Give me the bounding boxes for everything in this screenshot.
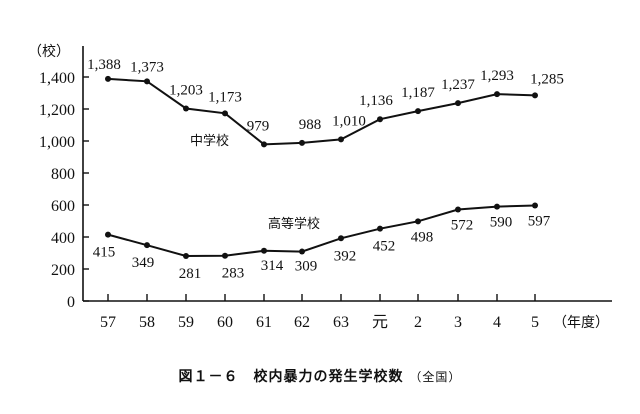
data-label: 309 xyxy=(295,259,318,275)
data-point xyxy=(183,105,189,112)
data-label: 1,293 xyxy=(480,68,514,84)
data-point xyxy=(261,141,267,148)
data-point xyxy=(144,242,150,249)
x-tick-label: 3 xyxy=(454,314,462,331)
data-label: 1,203 xyxy=(169,83,203,99)
figure-caption: 図１－６ 校内暴力の発生学校数 （全国） xyxy=(0,366,640,386)
x-tick-label: 2 xyxy=(414,314,422,331)
y-axis-unit: （校） xyxy=(28,43,70,60)
data-point xyxy=(261,247,267,254)
data-point xyxy=(415,108,421,115)
data-label: 1,388 xyxy=(87,57,121,73)
line-chart: 0 200 400 600 800 1,000 1,200 1,400 （校） 57 58 59 60 6… xyxy=(28,43,612,331)
data-label: 597 xyxy=(528,213,551,229)
series-label-high-school: 高等学校 xyxy=(268,216,320,232)
y-tick-label: 1,000 xyxy=(39,134,75,151)
x-tick-label: 元 xyxy=(372,314,388,331)
x-tick-label: 5 xyxy=(531,314,539,331)
data-label: 1,237 xyxy=(441,77,475,93)
x-axis-unit: （年度） xyxy=(553,315,609,331)
data-label: 1,285 xyxy=(530,71,564,87)
data-label: 314 xyxy=(261,258,284,274)
data-point xyxy=(494,91,500,98)
y-tick-label: 1,200 xyxy=(39,102,75,119)
x-tick-label: 4 xyxy=(493,314,501,331)
data-point xyxy=(299,248,305,255)
series-line-junior-high xyxy=(107,77,536,146)
data-label: 1,373 xyxy=(130,59,164,75)
data-point xyxy=(455,100,461,107)
x-tick-label: 58 xyxy=(139,314,155,331)
data-label: 498 xyxy=(411,229,434,245)
data-point xyxy=(415,218,421,225)
y-tick-label: 600 xyxy=(51,198,75,215)
data-point xyxy=(299,139,305,146)
data-label: 452 xyxy=(373,239,396,255)
data-point xyxy=(338,235,344,242)
data-point xyxy=(105,231,111,238)
data-point xyxy=(222,110,228,117)
data-point xyxy=(377,116,383,123)
x-tick-label: 59 xyxy=(178,314,194,331)
caption-subtitle: （全国） xyxy=(409,370,462,384)
data-point xyxy=(183,253,189,260)
x-tick-label: 57 xyxy=(100,314,116,331)
data-point xyxy=(532,92,538,99)
data-label: 1,136 xyxy=(359,93,393,109)
x-tick-label: 61 xyxy=(256,314,272,331)
x-tick-label: 60 xyxy=(217,314,233,331)
data-point xyxy=(105,75,111,82)
data-point xyxy=(222,252,228,259)
data-label: 1,187 xyxy=(401,85,435,101)
data-label: 572 xyxy=(451,217,474,233)
y-tick-label: 400 xyxy=(51,230,75,247)
data-label: 1,173 xyxy=(208,89,242,105)
data-point xyxy=(377,225,383,232)
y-tick-label: 1,400 xyxy=(39,70,75,87)
data-label: 988 xyxy=(299,117,322,133)
data-label: 349 xyxy=(132,255,155,271)
data-label: 415 xyxy=(93,245,116,261)
data-point xyxy=(494,203,500,210)
y-tick-label: 0 xyxy=(67,294,75,311)
caption-title: 図１－６ 校内暴力の発生学校数 xyxy=(178,369,404,385)
data-label: 979 xyxy=(247,118,270,134)
series-label-junior-high: 中学校 xyxy=(190,133,229,149)
data-point xyxy=(338,136,344,143)
data-label: 1,010 xyxy=(332,113,366,129)
data-point xyxy=(144,78,150,85)
series-line-high-school xyxy=(107,204,536,258)
x-tick-label: 62 xyxy=(294,314,310,331)
data-point xyxy=(455,206,461,213)
data-label: 281 xyxy=(179,266,202,282)
data-label: 590 xyxy=(490,215,513,231)
y-tick-label: 800 xyxy=(51,166,75,183)
data-label: 392 xyxy=(334,248,357,264)
y-tick-label: 200 xyxy=(51,262,75,279)
data-label: 283 xyxy=(222,266,245,282)
data-point xyxy=(532,202,538,209)
x-tick-label: 63 xyxy=(333,314,349,331)
